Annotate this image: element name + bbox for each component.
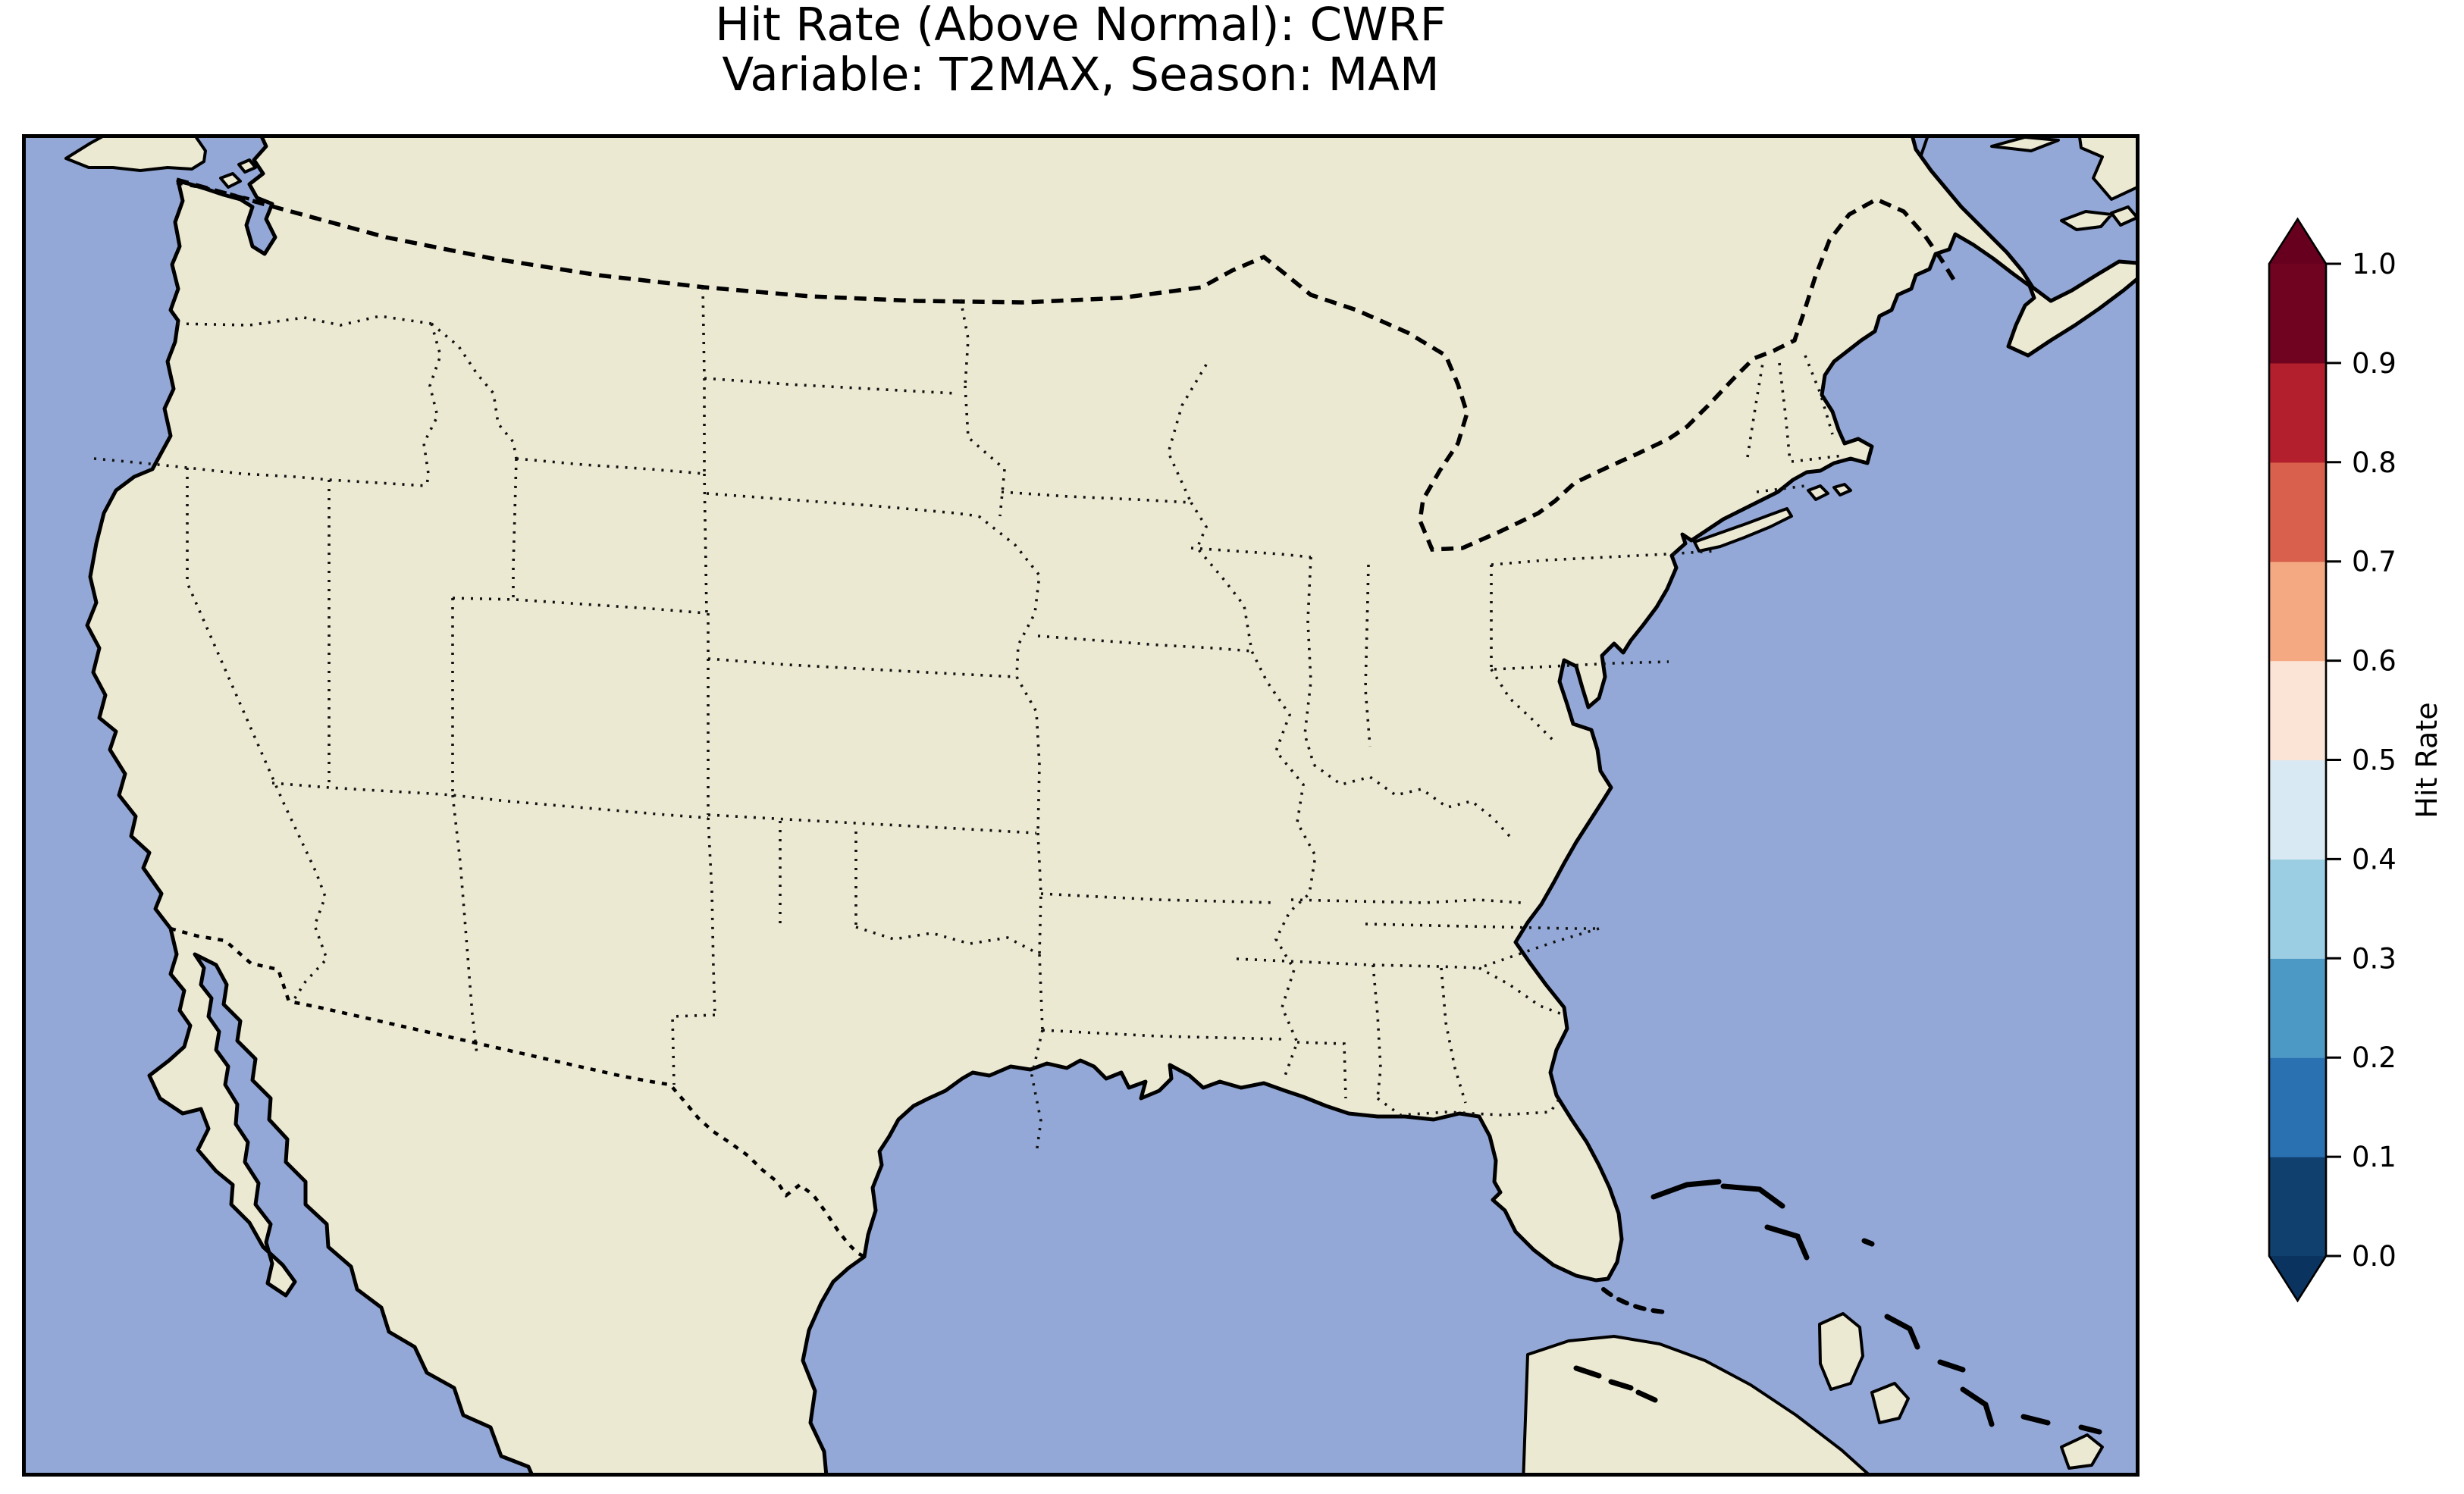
colorbar-tick-label: 0.3 [2352,942,2397,975]
colorbar-bin [2269,462,2326,562]
figure-title: Hit Rate (Above Normal): CWRF Variable: … [22,0,2140,100]
colorbar-tick-label: 0.1 [2352,1141,2397,1173]
colorbar-bin [2269,1057,2326,1157]
colorbar-tick-label: 0.4 [2352,843,2397,875]
colorbar-tick-label: 0.8 [2352,446,2397,479]
us-mexico-border [170,926,866,1258]
colorbar-tick-label: 1.0 [2352,248,2397,280]
colorbar-bin [2269,760,2326,860]
colorbar-extend-max-arrow [2269,219,2326,264]
figure-title-line1: Hit Rate (Above Normal): CWRF [715,0,1447,52]
map [22,134,2140,1477]
colorbar: 0.0 0.1 0.2 0.3 0.4 0.5 0.6 0.7 0.8 0.9 1.0 [2268,217,2397,1303]
figure-title-line2: Variable: T2MAX, Season: MAM [722,48,1440,102]
colorbar-axis-label: Hit Rate [2410,702,2444,818]
colorbar-extend-min-arrow [2269,1256,2326,1301]
colorbar-tick-label: 0.0 [2352,1240,2397,1273]
colorbar-tick-label: 0.9 [2352,347,2397,380]
florida-keys [1601,1287,1668,1314]
colorbar-tick-label: 0.7 [2352,546,2397,578]
colorbar-bin [2269,958,2326,1058]
colorbar-bin [2269,561,2326,662]
colorbar-bin [2269,660,2326,761]
colorbar-bin [2269,264,2326,364]
us-canada-border [176,177,1956,552]
state-borders [93,287,1844,1154]
colorbar-tick-label: 0.6 [2352,645,2397,678]
map-frame [22,134,2140,1477]
colorbar-tick-label: 0.5 [2352,744,2397,777]
colorbar-bin [2269,859,2326,959]
juan-de-fuca-border [176,180,264,205]
colorbar-bin [2269,362,2326,463]
colorbar-bin [2269,1157,2326,1257]
colorbar-tick-label: 0.2 [2352,1041,2397,1074]
bahamas-islands [1573,1179,2102,1435]
